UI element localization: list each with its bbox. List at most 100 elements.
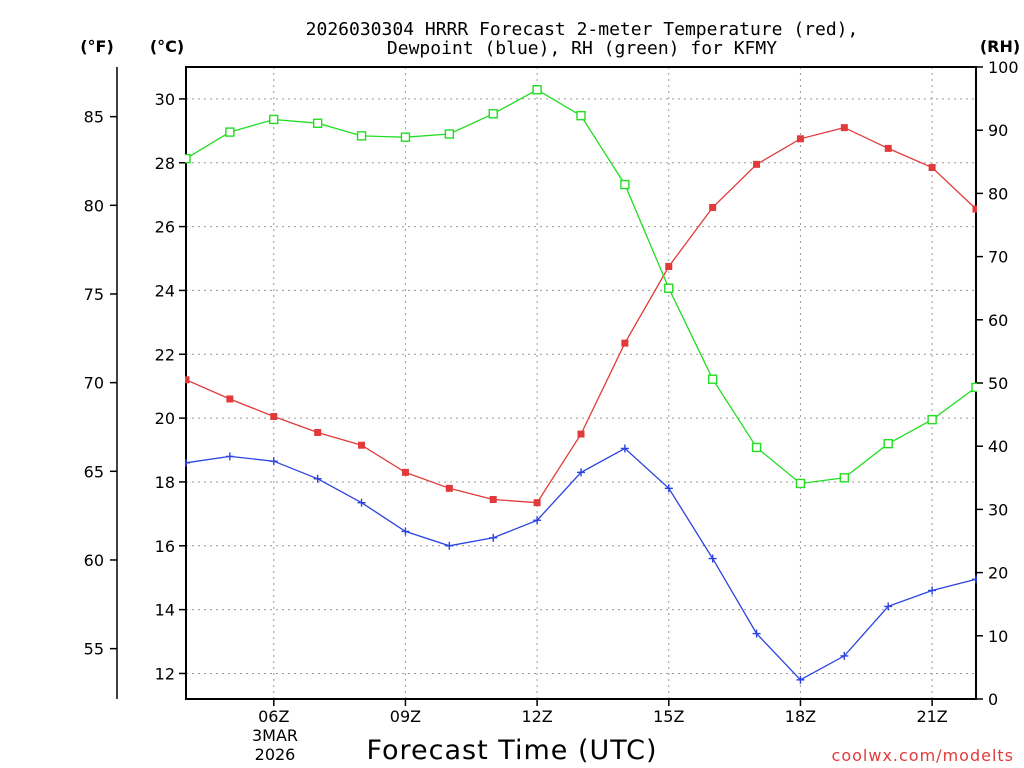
temperature-point	[185, 376, 190, 384]
x-tick-label: 06Z	[258, 707, 289, 726]
x-tick-label: 15Z	[653, 707, 684, 726]
rh-tick-label: 40	[988, 437, 1008, 456]
celsius-tick-label: 16	[155, 537, 175, 556]
date-label-month: 3MAR	[252, 726, 298, 745]
dewpoint-point	[357, 498, 366, 507]
fahrenheit-tick-label: 60	[84, 551, 104, 570]
dewpoint-point	[884, 602, 893, 611]
rh-point	[664, 283, 674, 293]
rh-point	[707, 374, 718, 384]
dewpoint-point	[664, 484, 673, 493]
x-tick-label: 09Z	[390, 707, 421, 726]
fahrenheit-tick-label: 55	[84, 640, 104, 659]
dewpoint-point	[972, 575, 977, 584]
temperature-point	[489, 496, 497, 504]
rh-point	[883, 438, 893, 449]
fahrenheit-tick-label: 75	[84, 285, 104, 304]
celsius-tick-label: 26	[155, 218, 175, 237]
grid-layer	[186, 67, 976, 699]
celsius-tick-label: 22	[155, 345, 175, 364]
dewpoint-point	[489, 533, 498, 542]
dewpoint-line	[185, 447, 977, 681]
rh-point	[795, 478, 806, 489]
chart-title-line2: Dewpoint (blue), RH (green) for KFMY	[387, 38, 777, 59]
temperature-point	[358, 441, 366, 449]
rh-point	[532, 85, 542, 95]
celsius-unit-label: (°C)	[150, 37, 184, 56]
dewpoint-point	[269, 457, 278, 466]
dewpoint-point	[577, 468, 585, 477]
series-layer	[185, 85, 977, 684]
dewpoint-point	[185, 458, 190, 467]
rh-tick-label: 50	[988, 374, 1008, 393]
rh-point	[839, 473, 850, 483]
rh-point	[488, 109, 498, 119]
dewpoint-point	[796, 675, 805, 684]
credit-label: coolwx.com/modelts	[832, 746, 1014, 765]
fahrenheit-unit-label: (°F)	[80, 37, 114, 56]
fahrenheit-tick-label: 65	[84, 462, 104, 481]
rh-tick-label: 70	[988, 248, 1008, 267]
date-label-year: 2026	[255, 745, 296, 764]
temperature-point	[401, 468, 409, 476]
temperature-point	[270, 413, 278, 421]
chart-title-line1: 2026030304 HRRR Forecast 2-meter Tempera…	[306, 19, 859, 40]
x-tick-label: 21Z	[916, 707, 947, 726]
rh-point	[576, 110, 586, 121]
temperature-line	[185, 126, 977, 504]
temperature-point	[796, 135, 804, 143]
rh-point	[620, 179, 630, 190]
celsius-tick-label: 28	[155, 154, 175, 173]
dewpoint-point	[752, 629, 761, 638]
rh-tick-label: 80	[988, 184, 1008, 203]
x-axis-title: Forecast Time (UTC)	[366, 735, 657, 766]
dewpoint-point	[620, 444, 629, 453]
temperature-point	[928, 164, 936, 172]
celsius-tick-label: 18	[155, 473, 175, 492]
rh-point	[269, 114, 279, 125]
celsius-tick-label: 24	[155, 281, 175, 300]
x-tick-label: 18Z	[785, 707, 816, 726]
temperature-point	[621, 339, 629, 347]
temperature-point	[972, 205, 977, 213]
rh-point	[927, 414, 937, 425]
celsius-tick-label: 20	[155, 409, 175, 428]
temperature-point	[445, 484, 453, 492]
celsius-tick-label: 12	[155, 664, 175, 683]
rh-point	[444, 129, 455, 139]
dewpoint-point	[708, 554, 717, 563]
x-tick-label: 12Z	[521, 707, 552, 726]
temperature-series	[185, 124, 977, 507]
rh-tick-label: 20	[988, 564, 1008, 583]
rh-point	[400, 132, 411, 142]
celsius-tick-label: 30	[155, 90, 175, 109]
dewpoint-point	[445, 541, 454, 550]
dewpoint-point	[840, 651, 849, 660]
rh-tick-label: 10	[988, 627, 1008, 646]
temperature-point	[577, 430, 585, 438]
rh-unit-label: (RH)	[980, 37, 1020, 56]
rh-tick-label: 60	[988, 311, 1008, 330]
fahrenheit-tick-label: 70	[84, 374, 104, 393]
temperature-point	[533, 499, 541, 507]
fahrenheit-tick-label: 80	[84, 196, 104, 215]
temperature-point	[753, 160, 761, 168]
rh-point	[225, 127, 235, 137]
rh-series	[185, 85, 977, 489]
rh-tick-label: 100	[988, 58, 1019, 77]
rh-point	[185, 153, 191, 164]
temperature-point	[226, 395, 234, 403]
fahrenheit-tick-label: 85	[84, 108, 104, 127]
dewpoint-point	[401, 527, 410, 536]
rh-point	[751, 442, 762, 453]
rh-point	[356, 131, 367, 141]
axis-layer: 12 14 16 18 20 22 24 26 28 30 55 60 65 70 75 80 85 0 10 20 3…	[84, 58, 1019, 726]
celsius-tick-label: 14	[155, 601, 175, 620]
temperature-point	[314, 428, 322, 436]
dewpoint-point	[313, 474, 322, 483]
dewpoint-point	[533, 516, 542, 525]
temperature-point	[709, 203, 717, 211]
rh-tick-label: 30	[988, 500, 1008, 519]
rh-tick-label: 0	[988, 690, 998, 709]
